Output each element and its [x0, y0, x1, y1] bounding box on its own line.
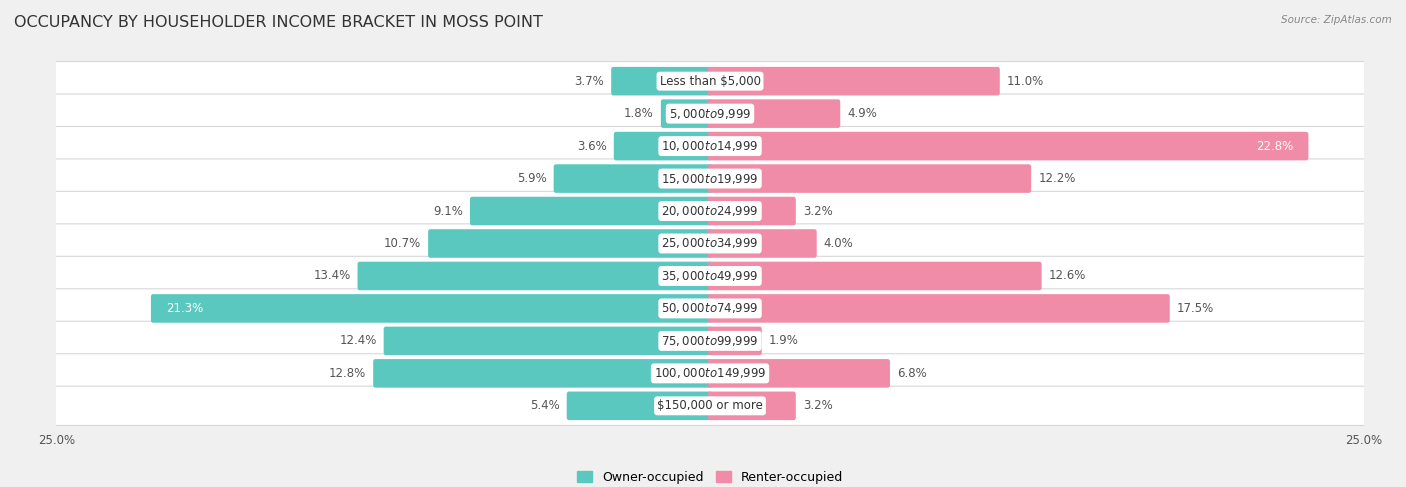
FancyBboxPatch shape	[709, 359, 890, 388]
FancyBboxPatch shape	[709, 392, 796, 420]
FancyBboxPatch shape	[709, 327, 762, 355]
Text: 9.1%: 9.1%	[433, 205, 463, 218]
Text: $20,000 to $24,999: $20,000 to $24,999	[661, 204, 759, 218]
FancyBboxPatch shape	[709, 197, 796, 225]
FancyBboxPatch shape	[554, 164, 711, 193]
Text: $5,000 to $9,999: $5,000 to $9,999	[669, 107, 751, 121]
Text: 12.8%: 12.8%	[329, 367, 366, 380]
FancyBboxPatch shape	[709, 99, 841, 128]
Text: 3.2%: 3.2%	[803, 205, 832, 218]
FancyBboxPatch shape	[709, 67, 1000, 95]
FancyBboxPatch shape	[52, 127, 1368, 166]
Text: 12.2%: 12.2%	[1038, 172, 1076, 185]
FancyBboxPatch shape	[150, 294, 711, 323]
Text: $10,000 to $14,999: $10,000 to $14,999	[661, 139, 759, 153]
Text: OCCUPANCY BY HOUSEHOLDER INCOME BRACKET IN MOSS POINT: OCCUPANCY BY HOUSEHOLDER INCOME BRACKET …	[14, 15, 543, 30]
Text: 12.4%: 12.4%	[339, 335, 377, 347]
Text: $100,000 to $149,999: $100,000 to $149,999	[654, 366, 766, 380]
Text: 13.4%: 13.4%	[314, 269, 350, 282]
FancyBboxPatch shape	[709, 132, 1309, 160]
FancyBboxPatch shape	[470, 197, 711, 225]
FancyBboxPatch shape	[567, 392, 711, 420]
FancyBboxPatch shape	[357, 262, 711, 290]
Text: Source: ZipAtlas.com: Source: ZipAtlas.com	[1281, 15, 1392, 25]
Text: 22.8%: 22.8%	[1256, 140, 1294, 152]
FancyBboxPatch shape	[614, 132, 711, 160]
FancyBboxPatch shape	[52, 224, 1368, 263]
Text: 12.6%: 12.6%	[1049, 269, 1085, 282]
Text: 4.9%: 4.9%	[848, 107, 877, 120]
Text: 3.7%: 3.7%	[575, 75, 605, 88]
Text: $75,000 to $99,999: $75,000 to $99,999	[661, 334, 759, 348]
FancyBboxPatch shape	[52, 256, 1368, 296]
Text: $50,000 to $74,999: $50,000 to $74,999	[661, 301, 759, 316]
FancyBboxPatch shape	[661, 99, 711, 128]
FancyBboxPatch shape	[52, 94, 1368, 133]
FancyBboxPatch shape	[384, 327, 711, 355]
FancyBboxPatch shape	[52, 191, 1368, 231]
FancyBboxPatch shape	[612, 67, 711, 95]
Text: 11.0%: 11.0%	[1007, 75, 1045, 88]
Text: 21.3%: 21.3%	[166, 302, 204, 315]
Text: 3.2%: 3.2%	[803, 399, 832, 412]
Text: $15,000 to $19,999: $15,000 to $19,999	[661, 171, 759, 186]
FancyBboxPatch shape	[709, 229, 817, 258]
Text: Less than $5,000: Less than $5,000	[659, 75, 761, 88]
Text: 4.0%: 4.0%	[824, 237, 853, 250]
Legend: Owner-occupied, Renter-occupied: Owner-occupied, Renter-occupied	[572, 466, 848, 487]
FancyBboxPatch shape	[52, 354, 1368, 393]
Text: 1.9%: 1.9%	[769, 335, 799, 347]
FancyBboxPatch shape	[709, 262, 1042, 290]
Text: $25,000 to $34,999: $25,000 to $34,999	[661, 237, 759, 250]
Text: $150,000 or more: $150,000 or more	[657, 399, 763, 412]
Text: 17.5%: 17.5%	[1177, 302, 1215, 315]
FancyBboxPatch shape	[373, 359, 711, 388]
FancyBboxPatch shape	[709, 164, 1031, 193]
Text: 10.7%: 10.7%	[384, 237, 420, 250]
Text: 6.8%: 6.8%	[897, 367, 927, 380]
Text: 5.9%: 5.9%	[517, 172, 547, 185]
FancyBboxPatch shape	[52, 159, 1368, 198]
FancyBboxPatch shape	[52, 386, 1368, 426]
FancyBboxPatch shape	[52, 289, 1368, 328]
Text: 1.8%: 1.8%	[624, 107, 654, 120]
Text: 3.6%: 3.6%	[576, 140, 607, 152]
Text: $35,000 to $49,999: $35,000 to $49,999	[661, 269, 759, 283]
FancyBboxPatch shape	[427, 229, 711, 258]
Text: 5.4%: 5.4%	[530, 399, 560, 412]
FancyBboxPatch shape	[52, 321, 1368, 360]
FancyBboxPatch shape	[709, 294, 1170, 323]
FancyBboxPatch shape	[52, 61, 1368, 101]
